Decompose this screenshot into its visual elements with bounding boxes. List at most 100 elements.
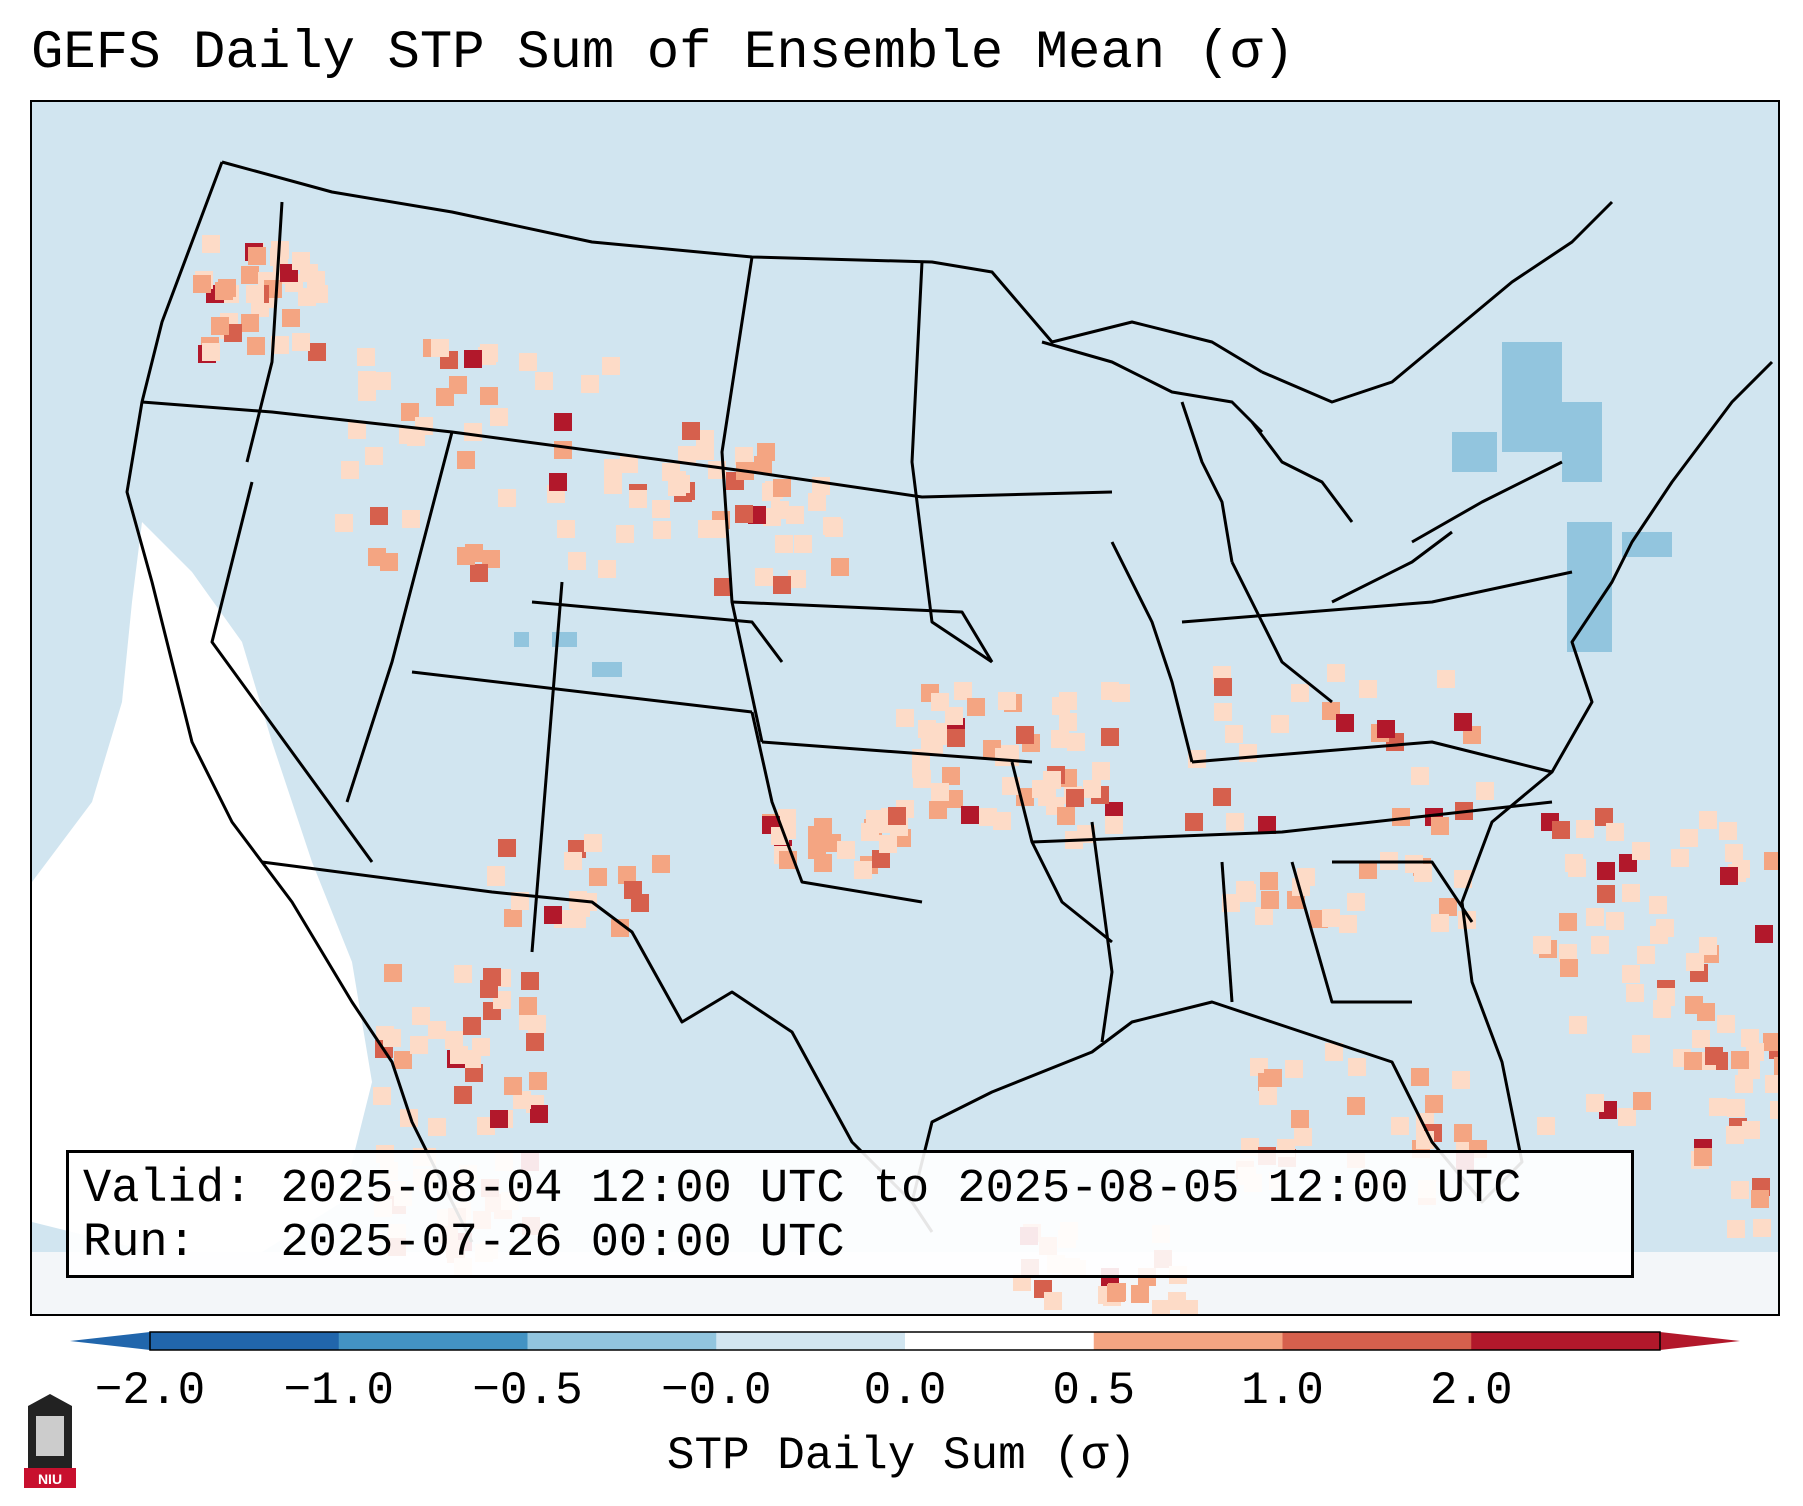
anomaly-cell [246, 285, 264, 303]
anomaly-cell [1294, 1128, 1312, 1146]
anomaly-cell [1105, 816, 1123, 834]
anomaly-cell [786, 506, 804, 524]
anomaly-cell [519, 353, 537, 371]
anomaly-cell [557, 520, 575, 538]
anomaly-cell [1238, 884, 1256, 902]
colorbar-segment [527, 1332, 717, 1350]
anomaly-cell [814, 854, 832, 872]
anomaly-cell [530, 1105, 548, 1123]
anomaly-cell [1225, 725, 1243, 743]
anomaly-cell [384, 964, 402, 982]
anomaly-cell [755, 568, 773, 586]
anomaly-cell [1597, 885, 1615, 903]
anomaly-cell [1537, 1117, 1555, 1135]
anomaly-cell [879, 835, 897, 853]
anomaly-cell [929, 801, 947, 819]
anomaly-cell [298, 288, 316, 306]
colorbar-label: STP Daily Sum (σ) [666, 1430, 1137, 1482]
anomaly-cell [464, 350, 482, 368]
anomaly-cell [1606, 823, 1624, 841]
anomaly-cell [947, 729, 965, 747]
colorbar-ticks: −2.0 −1.0 −0.5 −0.0 0.0 0.5 1.0 2.0 [0, 1365, 1803, 1425]
anomaly-cell [1770, 1101, 1778, 1119]
colorbar-tick-label: 0.0 [863, 1365, 947, 1417]
anomaly-cell [1765, 1075, 1778, 1093]
anomaly-cell [1359, 680, 1377, 698]
anomaly-cell [401, 403, 419, 421]
anomaly-cell [549, 473, 567, 491]
colorbar-extend-low [70, 1332, 150, 1350]
anomaly-cell [1565, 854, 1583, 872]
negative-anomaly-cells [514, 342, 1672, 677]
anomaly-cell [942, 767, 960, 785]
anomaly-cell [1059, 692, 1077, 710]
map-panel[interactable] [30, 100, 1780, 1316]
anomaly-cell [931, 693, 949, 711]
anomaly-cell [1709, 1098, 1727, 1116]
anomaly-cell [1431, 817, 1449, 835]
anomaly-cell [773, 576, 791, 594]
anomaly-cell [788, 570, 806, 588]
anomaly-cell [1727, 1099, 1745, 1117]
anomaly-cell [812, 477, 830, 495]
anomaly-cell [1559, 944, 1577, 962]
anomaly-cell [1255, 907, 1273, 925]
anomaly-cell [498, 839, 516, 857]
colorbar-tick-label: −2.0 [94, 1365, 206, 1417]
anomaly-cell [373, 1087, 391, 1105]
anomaly-cell [380, 553, 398, 571]
anomaly-cell [1392, 808, 1410, 826]
anomaly-cell [861, 823, 879, 841]
anomaly-cell [1414, 864, 1432, 882]
anomaly-cell [945, 707, 963, 725]
anomaly-cell [912, 756, 930, 774]
colorbar-tick-label: −0.5 [472, 1365, 583, 1417]
anomaly-cell [1101, 728, 1119, 746]
anomaly-cell [1347, 1097, 1365, 1115]
anomaly-cell [1753, 1219, 1771, 1237]
anomaly-cell [872, 850, 890, 868]
anomaly-cell [1774, 1057, 1778, 1075]
anomaly-cell [504, 1077, 522, 1095]
anomaly-cell [611, 919, 629, 937]
anomaly-cell [1719, 822, 1737, 840]
logo-text: NIU [38, 1471, 62, 1487]
anomaly-cell [1586, 908, 1604, 926]
run-label: Run: [83, 1217, 196, 1270]
anomaly-cell [1016, 726, 1034, 744]
chart-title: GEFS Daily STP Sum of Ensemble Mean (σ) [31, 23, 1295, 84]
anomaly-cell [945, 790, 963, 808]
anomaly-cell [1271, 715, 1289, 733]
anomaly-cell [1067, 733, 1085, 751]
anomaly-cell [1684, 1052, 1702, 1070]
anomaly-cell [1188, 750, 1206, 768]
anomaly-cell [735, 505, 753, 523]
anomaly-cell [714, 578, 732, 596]
anomaly-cell [513, 1091, 531, 1109]
anomaly-cell [271, 336, 289, 354]
colorbar-segment [1282, 1332, 1472, 1350]
anomaly-cell [526, 1033, 544, 1051]
anomaly-cell [436, 388, 454, 406]
anomaly-cell [544, 906, 562, 924]
anomaly-cell [490, 1110, 508, 1128]
anomaly-cell [888, 807, 906, 825]
anomaly-cell [967, 698, 985, 716]
anomaly-cell [913, 770, 931, 788]
anomaly-cell [778, 809, 796, 827]
valid-row: Valid: 2025-08-04 12:00 UTC to 2025-08-0… [83, 1163, 1617, 1217]
anomaly-cell [896, 709, 914, 727]
anomaly-cell [771, 501, 789, 519]
colorbar-extend-high [1660, 1332, 1740, 1350]
anomaly-cell [1622, 965, 1640, 983]
anomaly-cell [1686, 953, 1704, 971]
anomaly-cell [1699, 811, 1717, 829]
anomaly-cell [1476, 782, 1494, 800]
anomaly-cell [604, 476, 622, 494]
anomaly-cell [248, 247, 266, 265]
anomaly-cell [1735, 1075, 1753, 1093]
anomaly-cell [698, 520, 716, 538]
anomaly-cell [1705, 1047, 1723, 1065]
anomaly-cell [1336, 714, 1354, 732]
anomaly-cell [1632, 1035, 1650, 1053]
